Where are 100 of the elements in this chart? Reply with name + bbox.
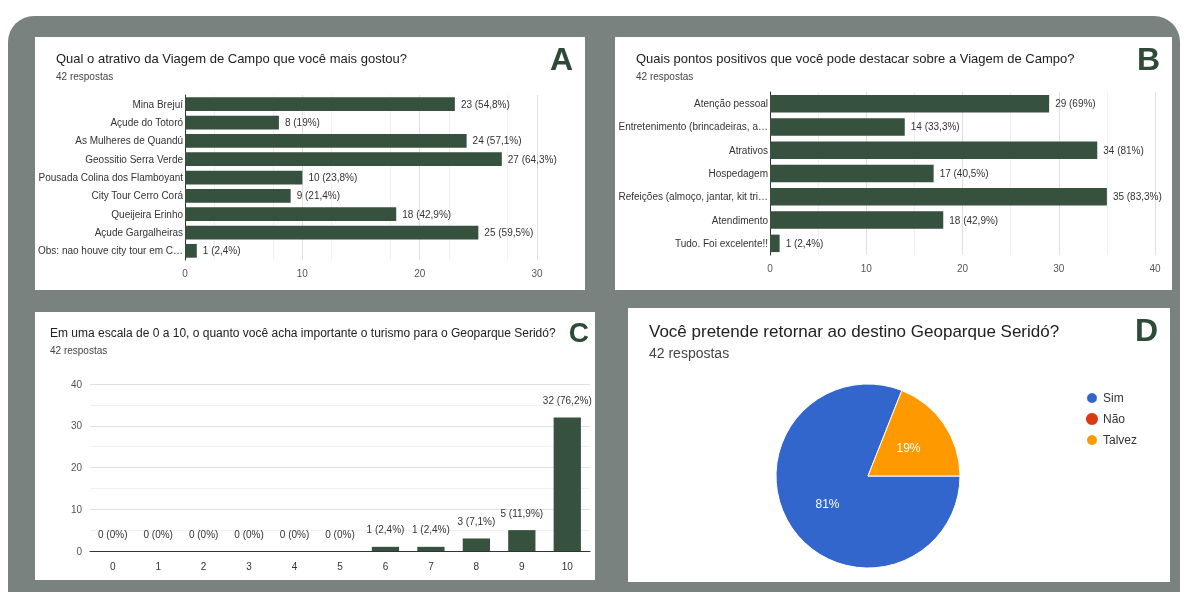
data-label: 34 (81%)	[1103, 144, 1144, 156]
chart-title: Quais pontos positivos que você pode destacar sobre a Viagem de Campo?	[636, 51, 1075, 66]
chart-subtitle: 42 respostas	[50, 344, 108, 356]
data-label: 32 (76,2%)	[542, 394, 592, 406]
data-label: 0 (0%)	[98, 528, 128, 540]
y-tick-label: Pousada Colina dos Flamboyant	[38, 172, 184, 183]
text: D	[1134, 312, 1158, 348]
bar	[185, 188, 291, 203]
x-tick-label: 7	[428, 560, 435, 572]
data-label: 8 (19%)	[284, 117, 320, 128]
bar	[185, 207, 397, 222]
bar	[185, 225, 479, 240]
x-tick-label: 10	[561, 560, 574, 572]
data-label: 3 (7,1%)	[457, 515, 496, 527]
data-label: 5 (11,9%)	[500, 507, 544, 519]
y-tick-label: Entretenimento (brincadeiras, a…	[618, 121, 768, 133]
data-label: 23 (54,8%)	[460, 98, 510, 110]
bar	[770, 164, 934, 183]
y-tick-label: 0	[76, 545, 83, 557]
bar	[371, 546, 400, 551]
data-label: 29 (69%)	[1055, 98, 1096, 110]
y-tick-label: 30	[70, 420, 83, 432]
data-label: 18 (42,9%)	[949, 214, 999, 226]
data-label: 9 (21,4%)	[296, 190, 340, 202]
bar	[770, 188, 1107, 206]
x-tick-label: 40	[1149, 262, 1161, 274]
y-tick-label: 40	[70, 378, 83, 390]
chart-subtitle: 42 respostas	[649, 345, 730, 361]
x-tick-label: 8	[473, 560, 480, 572]
bar	[770, 211, 944, 229]
x-tick-label: 30	[531, 267, 543, 279]
chart-title: Em uma escala de 0 a 10, o quanto você acha importante o turismo para o Geoparque Seridó?	[50, 326, 556, 340]
x-tick-label: 5	[337, 560, 344, 572]
x-tick-label: 20	[956, 262, 969, 274]
data-label: 1 (2,4%)	[202, 245, 241, 257]
data-label: 10 (23,8%)	[308, 172, 358, 183]
data-label: 27 (64,3%)	[507, 153, 557, 165]
data-label: 24 (57,1%)	[472, 135, 522, 147]
bar	[770, 234, 780, 253]
legend-label: Não	[1102, 412, 1126, 426]
y-tick-label: 20	[70, 462, 83, 473]
legend-label: Sim	[1102, 391, 1124, 405]
data-label: 25 (59,5%)	[484, 227, 534, 238]
legend-label: Talvez	[1102, 433, 1137, 447]
text: C	[568, 316, 590, 348]
y-tick-label: Atrativos	[729, 144, 768, 156]
bar	[185, 152, 502, 167]
y-tick-label: Atendimento	[711, 214, 769, 226]
data-label: 0 (0%)	[234, 528, 264, 540]
x-tick-label: 1	[155, 560, 162, 572]
bar	[185, 243, 197, 258]
x-tick-label: 20	[414, 267, 426, 279]
x-tick-label: 2	[200, 560, 207, 572]
y-tick-label: Atenção pessoal	[694, 98, 768, 110]
bar	[553, 417, 581, 551]
bar	[770, 141, 1098, 159]
bar	[508, 530, 536, 551]
data-label: 0 (0%)	[325, 528, 355, 540]
bar	[185, 170, 303, 185]
x-tick-label: 3	[246, 560, 253, 572]
x-tick-label: 30	[1053, 262, 1065, 274]
data-label: 1 (2,4%)	[412, 524, 450, 536]
y-tick-label: City Tour Cerro Corá	[91, 190, 184, 202]
bar	[185, 97, 455, 112]
bar	[462, 538, 490, 551]
y-tick-label: Geossitio Serra Verde	[85, 153, 184, 165]
y-tick-label: Tudo. Foi excelente!!	[674, 237, 768, 249]
bar	[185, 133, 467, 148]
data-label: 14 (33,3%)	[910, 121, 960, 133]
text: A	[549, 41, 573, 77]
y-tick-label: 10	[70, 503, 83, 515]
x-tick-label: 6	[382, 560, 389, 572]
y-tick-label: Refeições (almoço, jantar, kit tri…	[618, 191, 768, 203]
chart-title: Qual o atrativo da Viagem de Campo que você mais gostou?	[56, 51, 407, 66]
data-label: 18 (42,9%)	[402, 208, 452, 220]
y-tick-label: Hospedagem	[708, 168, 768, 179]
data-label: 0 (0%)	[279, 528, 310, 540]
x-tick-label: 10	[860, 262, 873, 274]
x-tick-label: 4	[291, 560, 298, 572]
text: 42 respostas	[636, 70, 694, 82]
y-tick-label: Açude Gargalheiras	[94, 227, 184, 238]
bar	[770, 118, 905, 136]
data-label: 0 (0%)	[188, 528, 219, 540]
y-tick-label: As Mulheres de Quandú	[75, 135, 184, 147]
x-tick-label: 10	[296, 267, 309, 279]
y-tick-label: Queijeira Erinho	[111, 208, 184, 220]
x-tick-label: 9	[519, 560, 526, 572]
data-label: 17 (40,5%)	[939, 168, 989, 179]
bar	[417, 546, 445, 551]
text: B	[1136, 41, 1160, 77]
chart-title: Você pretende retornar ao destino Geoparque Seridó?	[649, 322, 1060, 341]
bar	[770, 94, 1050, 113]
data-label: 19%	[896, 441, 921, 456]
y-tick-label: Obs: nao houve city tour em C…	[37, 245, 184, 257]
text: 42 respostas	[56, 70, 114, 82]
bar	[185, 115, 279, 130]
data-label: 81%	[815, 496, 840, 511]
data-label: 1 (2,4%)	[366, 524, 405, 536]
data-label: 0 (0%)	[143, 528, 173, 540]
data-label: 35 (83,3%)	[1112, 191, 1162, 203]
